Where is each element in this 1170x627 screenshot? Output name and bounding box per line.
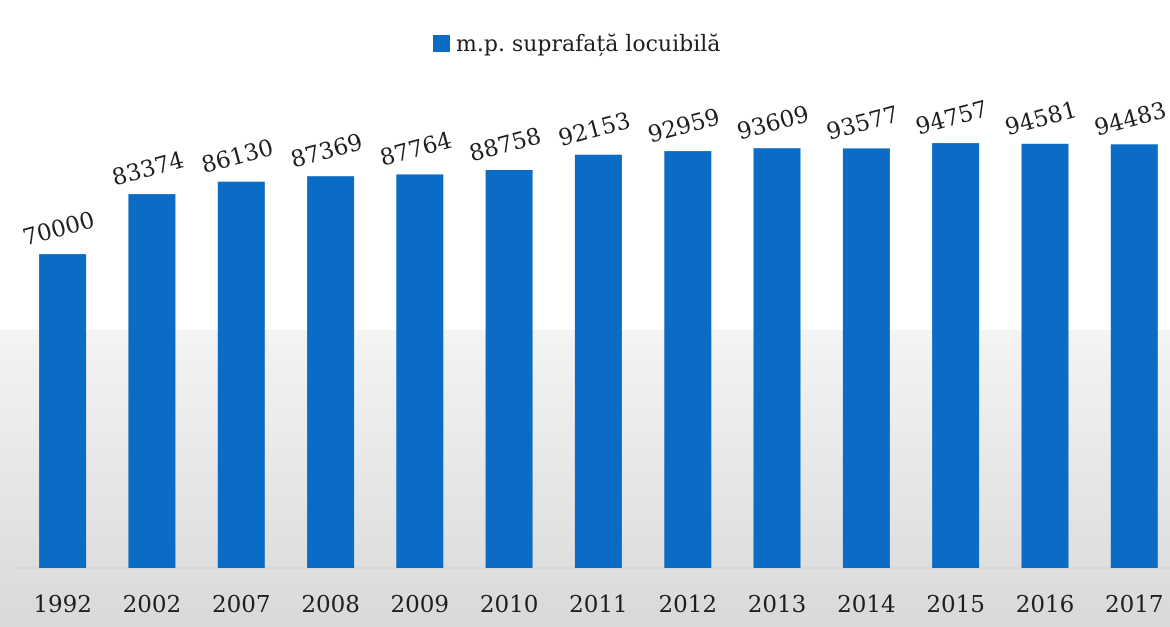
x-tick-labels: 1992 2002 2007 2008 2009 2010 2011 2012 2013 2014… xyxy=(33,592,1163,618)
bar-2013 xyxy=(753,148,801,568)
x-tick-2012: 2012 xyxy=(659,592,718,618)
data-label-2015: 94757 xyxy=(913,96,990,140)
bar-2007 xyxy=(217,181,265,568)
x-tick-2014: 2014 xyxy=(837,592,896,618)
x-tick-2002: 2002 xyxy=(123,592,182,618)
data-label-2007: 86130 xyxy=(199,135,276,179)
bar-2015 xyxy=(932,143,980,568)
bar-2002 xyxy=(128,194,176,568)
data-label-2008: 87369 xyxy=(288,129,365,173)
data-label-2009: 87764 xyxy=(377,128,454,172)
data-label-2012: 92959 xyxy=(645,104,722,148)
x-tick-2007: 2007 xyxy=(212,592,271,618)
bar-2009 xyxy=(396,174,444,568)
bar-2014 xyxy=(842,148,890,568)
bar-2008 xyxy=(307,176,355,568)
x-tick-2017: 2017 xyxy=(1105,592,1164,618)
data-label-2017: 94483 xyxy=(1092,98,1169,142)
bar-2017 xyxy=(1110,144,1158,569)
data-label-2013: 93609 xyxy=(734,101,811,145)
bar-2011 xyxy=(574,154,622,568)
data-label-1992: 70000 xyxy=(20,207,97,251)
x-tick-2016: 2016 xyxy=(1016,592,1075,618)
x-tick-2010: 2010 xyxy=(480,592,539,618)
x-tick-2015: 2015 xyxy=(926,592,985,618)
x-tick-1992: 1992 xyxy=(33,592,92,618)
data-label-2011: 92153 xyxy=(556,108,633,152)
legend-swatch xyxy=(433,35,450,52)
bar-2016 xyxy=(1021,143,1069,569)
data-label-2010: 88758 xyxy=(467,123,544,167)
x-tick-2013: 2013 xyxy=(748,592,807,618)
x-tick-2009: 2009 xyxy=(391,592,450,618)
bar-2012 xyxy=(664,151,712,568)
data-label-2014: 93577 xyxy=(824,102,901,146)
bar-1992 xyxy=(39,254,87,568)
legend-label: m.p. suprafață locuibilă xyxy=(456,32,720,57)
bar-2010 xyxy=(485,170,533,568)
legend: m.p. suprafață locuibilă xyxy=(433,32,720,57)
x-tick-2011: 2011 xyxy=(569,592,628,618)
x-tick-2008: 2008 xyxy=(301,592,360,618)
data-label-2016: 94581 xyxy=(1002,97,1079,141)
bars-layer xyxy=(39,143,1158,569)
data-label-2002: 83374 xyxy=(109,147,186,191)
